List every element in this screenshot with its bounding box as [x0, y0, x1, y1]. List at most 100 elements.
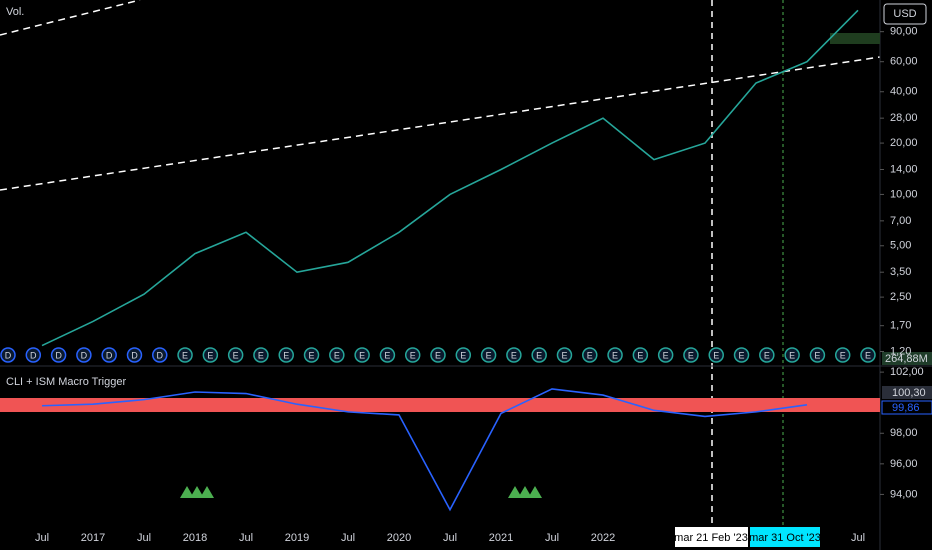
event-letter: E — [207, 350, 213, 360]
event-letter: E — [486, 350, 492, 360]
event-letter: E — [182, 350, 188, 360]
x-tick-label: Jul — [35, 532, 49, 544]
event-letter: E — [435, 350, 441, 360]
event-letter: E — [739, 350, 745, 360]
y-tick-label: 40,00 — [890, 86, 918, 98]
y-tick-label: 28,00 — [890, 112, 918, 124]
event-icon — [556, 347, 573, 363]
event-letter: E — [233, 350, 239, 360]
threshold-tag-bg — [882, 386, 932, 399]
event-letter: E — [258, 350, 264, 360]
event-letter: E — [713, 350, 719, 360]
y-tick-label: 90,00 — [890, 26, 918, 38]
event-icon — [404, 347, 421, 363]
event-letter: E — [663, 350, 669, 360]
y-tick-label: 3,50 — [890, 266, 911, 278]
last-value-tag-bg — [881, 400, 932, 415]
event-icon — [329, 347, 345, 363]
x-tick-label: Jul — [137, 532, 151, 544]
y-tick-label: 1,70 — [890, 320, 911, 332]
x-tick-label: Jul — [443, 532, 457, 544]
volume-title: Vol. — [6, 6, 24, 18]
crosshair-tag-bg — [750, 527, 820, 547]
y-tick-label: 2,50 — [890, 291, 911, 303]
event-icon — [253, 347, 269, 363]
trigger-marker — [200, 486, 214, 498]
trendline — [0, 56, 881, 191]
event-icon — [632, 347, 649, 363]
series-line — [41, 9, 859, 347]
event-letter: E — [865, 350, 871, 360]
y-tick-label: 98,00 — [890, 427, 918, 439]
event-icon — [506, 347, 522, 363]
event-icon — [809, 347, 826, 363]
event-letter: E — [612, 350, 618, 360]
event-letter: E — [309, 350, 315, 360]
crosshair-tag-bg — [675, 527, 748, 547]
event-icon — [531, 347, 547, 363]
currency-button[interactable] — [883, 3, 927, 25]
event-icon — [430, 347, 446, 363]
currency-label[interactable]: USD — [893, 8, 916, 20]
y-tick-label: 20,00 — [890, 137, 918, 149]
event-letter: D — [157, 350, 164, 360]
event-icon — [76, 347, 92, 363]
event-icon — [657, 347, 674, 363]
threshold-tag: 100,30 — [892, 387, 926, 399]
event-icon — [278, 347, 294, 363]
y-tick-label: 10,00 — [890, 188, 918, 200]
trigger-band — [0, 398, 880, 412]
event-letter: D — [30, 350, 37, 360]
event-icon — [177, 347, 193, 363]
x-tick-label: 2021 — [489, 532, 513, 544]
y-tick-label: 102,00 — [890, 366, 924, 378]
event-icon — [152, 347, 168, 363]
crosshair-tag: mar 21 Feb '23 — [674, 532, 748, 544]
event-letter: E — [536, 350, 542, 360]
x-tick-label: Jul — [545, 532, 559, 544]
event-letter: E — [688, 350, 694, 360]
event-letter: E — [789, 350, 795, 360]
event-letter: E — [814, 350, 820, 360]
y-tick-label: 5,00 — [890, 240, 911, 252]
event-icon — [25, 347, 42, 363]
x-tick-label: 2019 — [285, 532, 309, 544]
event-letter: E — [384, 350, 390, 360]
event-icon — [733, 347, 750, 363]
event-icon — [303, 347, 320, 363]
y-tick-label: 60,00 — [890, 56, 918, 68]
event-letter: E — [587, 350, 593, 360]
event-letter: D — [106, 350, 113, 360]
indicator-title: CLI + ISM Macro Trigger — [6, 376, 126, 388]
trigger-marker — [190, 486, 204, 498]
event-letter: E — [334, 350, 340, 360]
event-icon — [607, 347, 623, 363]
trigger-marker — [518, 486, 532, 498]
event-icon — [227, 347, 244, 363]
event-icon — [708, 347, 724, 363]
y-tick-label: 14,00 — [890, 163, 918, 175]
event-letter: E — [561, 350, 567, 360]
x-tick-label: Jul — [341, 532, 355, 544]
x-tick-label: Jul — [851, 532, 865, 544]
event-icon — [860, 347, 876, 363]
event-letter: D — [55, 350, 62, 360]
x-tick-label: 2020 — [387, 532, 411, 544]
x-tick-label: 2018 — [183, 532, 207, 544]
event-icon — [784, 347, 800, 363]
trigger-marker — [528, 486, 542, 498]
trigger-marker — [508, 486, 522, 498]
trigger-marker — [180, 486, 194, 498]
event-letter: D — [5, 350, 12, 360]
event-letter: D — [131, 350, 138, 360]
trendline — [0, 0, 141, 36]
event-icon — [50, 347, 67, 363]
event-letter: E — [359, 350, 365, 360]
event-letter: E — [460, 350, 466, 360]
series-line — [41, 388, 808, 512]
event-icon — [455, 347, 472, 363]
y-tick-label: 7,00 — [890, 215, 911, 227]
event-letter: E — [764, 350, 770, 360]
event-letter: D — [81, 350, 88, 360]
